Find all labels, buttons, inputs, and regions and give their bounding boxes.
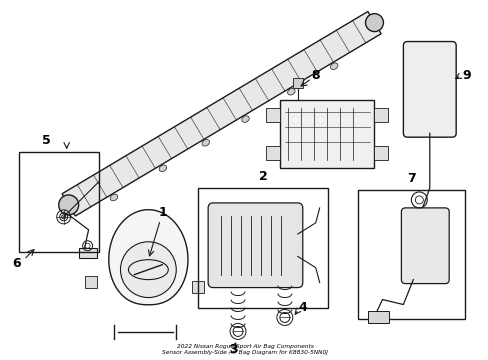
FancyBboxPatch shape <box>208 203 302 288</box>
Text: 5: 5 <box>42 134 51 147</box>
Bar <box>198 188 327 307</box>
Text: 2022 Nissan Rogue Sport Air Bag Components
Sensor Assembly-Side Air Bag Diagram : 2022 Nissan Rogue Sport Air Bag Componen… <box>162 344 327 355</box>
Bar <box>410 213 430 225</box>
Circle shape <box>59 195 79 215</box>
Bar <box>265 108 279 122</box>
Bar <box>292 78 302 88</box>
Bar <box>357 190 464 319</box>
Ellipse shape <box>110 194 118 201</box>
Bar <box>84 276 96 288</box>
Text: 1: 1 <box>159 206 167 219</box>
Bar <box>192 280 203 293</box>
Ellipse shape <box>202 140 209 146</box>
Ellipse shape <box>159 165 166 172</box>
Polygon shape <box>62 12 380 216</box>
Bar <box>19 152 99 252</box>
Text: 2: 2 <box>258 170 267 183</box>
Text: 7: 7 <box>406 171 415 185</box>
FancyBboxPatch shape <box>401 208 448 284</box>
Text: 8: 8 <box>311 69 319 82</box>
Ellipse shape <box>330 63 337 69</box>
FancyBboxPatch shape <box>403 41 455 137</box>
Bar <box>367 311 388 323</box>
Bar <box>79 248 96 258</box>
Bar <box>374 146 387 160</box>
Bar <box>265 146 279 160</box>
Polygon shape <box>108 210 187 305</box>
Text: 6: 6 <box>13 257 21 270</box>
Bar <box>374 108 387 122</box>
Circle shape <box>365 14 383 32</box>
Bar <box>279 100 374 168</box>
Text: 3: 3 <box>228 343 237 356</box>
Circle shape <box>120 242 176 298</box>
Ellipse shape <box>287 89 295 95</box>
Ellipse shape <box>241 116 249 122</box>
Text: 9: 9 <box>462 69 470 82</box>
Text: 4: 4 <box>298 301 306 314</box>
